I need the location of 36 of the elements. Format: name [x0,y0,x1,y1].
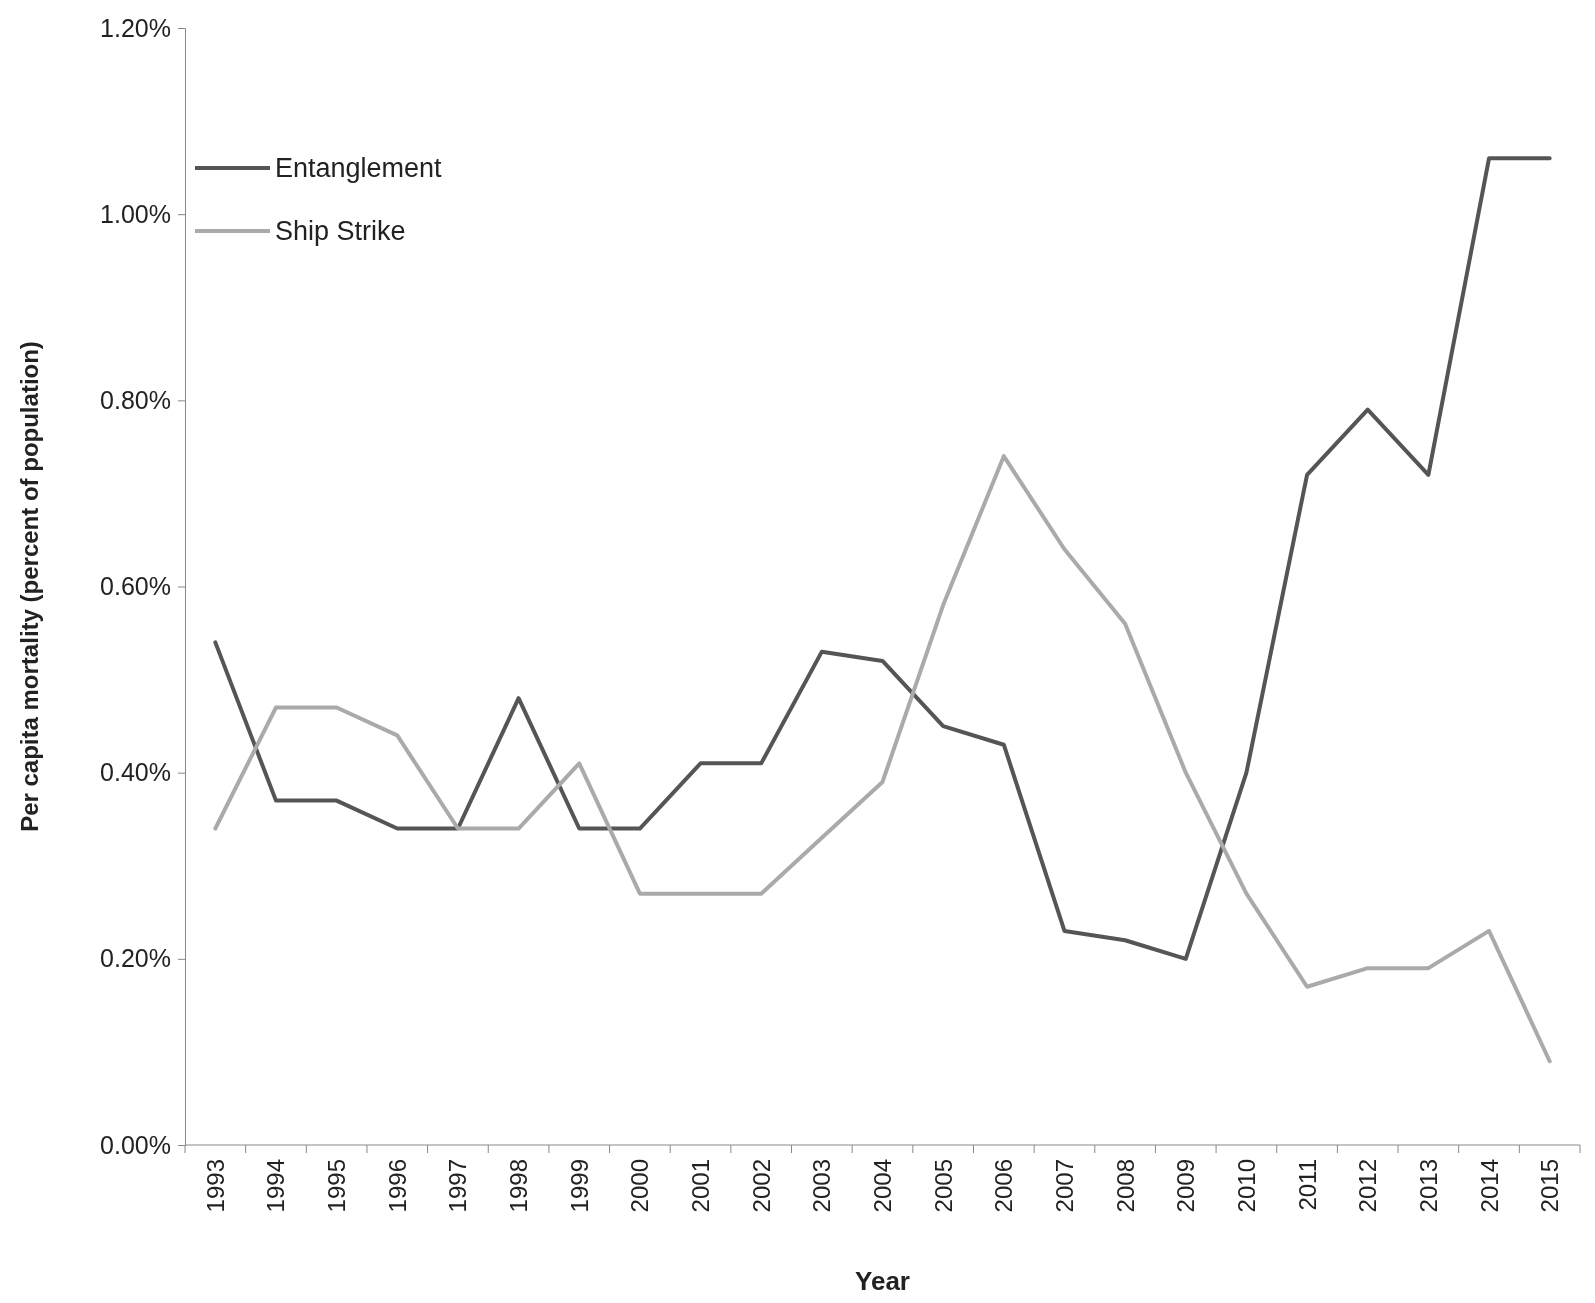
x-tick-label: 1995 [323,1159,351,1213]
x-tick-label: 1998 [505,1159,533,1213]
y-tick-label: 0.00% [100,1130,171,1159]
x-tick-label: 2014 [1475,1159,1503,1213]
x-tick-label: 1997 [444,1159,472,1213]
x-tick-label: 2000 [626,1159,654,1213]
x-tick-label: 2013 [1414,1159,1442,1213]
x-tick-label: 2012 [1354,1159,1382,1213]
y-tick-label: 0.20% [100,944,171,973]
x-tick-label: 1994 [262,1159,290,1213]
legend-label: Entanglement [275,153,443,183]
x-tick-label: 2006 [990,1159,1018,1213]
x-tick-label: 2010 [1232,1159,1260,1213]
line-series [213,454,1552,1064]
x-tick-label: 2011 [1293,1159,1321,1211]
y-tick-label: 0.40% [100,758,171,787]
x-tick-label: 2004 [869,1159,896,1213]
x-tick-label: 2015 [1536,1159,1564,1213]
y-tick-label: 1.00% [100,199,171,228]
legend-label: Ship Strike [275,216,406,246]
x-tick-label: 2002 [747,1159,775,1213]
x-tick-label: 2008 [1111,1159,1139,1213]
x-tick-label: 2007 [1050,1159,1078,1213]
x-axis-title: Year [855,1266,910,1296]
y-tick-label: 0.80% [100,385,171,414]
x-tick-label: 1999 [565,1159,593,1213]
x-tick-label: 1993 [201,1159,229,1213]
x-tick-label: 2005 [929,1159,957,1213]
line-series [213,156,1552,961]
y-axis-title: Per capita mortality (percent of population) [16,341,43,832]
y-tick-label: 0.60% [100,572,171,600]
x-tick-label: 1996 [383,1159,411,1213]
x-tick-label: 2003 [808,1159,836,1213]
y-tick-label: 1.20% [100,13,171,42]
x-tick-label: 2001 [687,1159,715,1213]
x-tick-label: 2009 [1172,1159,1200,1213]
